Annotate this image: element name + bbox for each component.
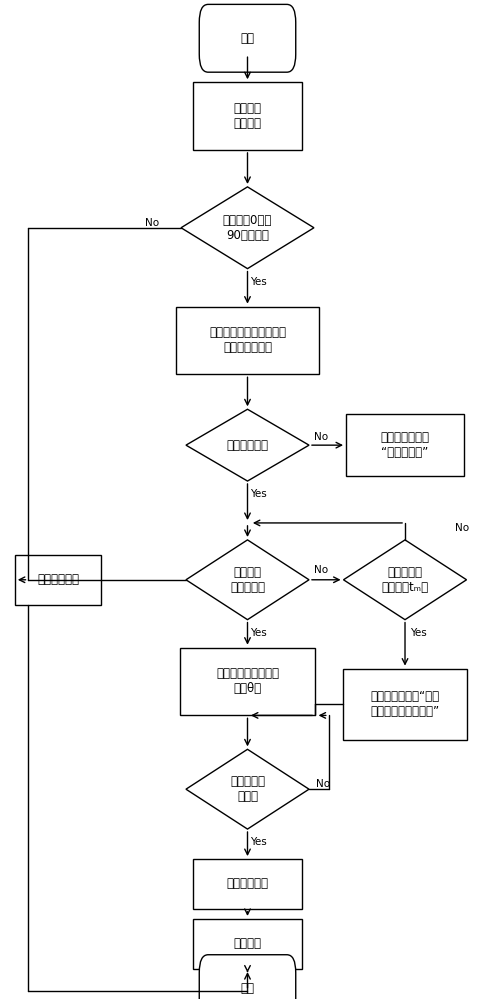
- Text: No: No: [314, 432, 328, 442]
- Text: No: No: [314, 565, 328, 575]
- Bar: [346, 414, 464, 476]
- Text: 停止润滑泵，报
“液位低故障”: 停止润滑泵，报 “液位低故障”: [381, 431, 430, 459]
- Polygon shape: [344, 540, 467, 620]
- Bar: [344, 669, 467, 740]
- Text: Yes: Yes: [250, 277, 267, 287]
- Text: Yes: Yes: [250, 837, 267, 847]
- Bar: [180, 648, 315, 715]
- Bar: [15, 555, 101, 605]
- Text: No: No: [454, 523, 469, 533]
- Text: Yes: Yes: [250, 489, 267, 499]
- Text: 开始: 开始: [241, 32, 254, 45]
- Text: No: No: [145, 218, 159, 228]
- Text: 获取当前
叶片角度: 获取当前 叶片角度: [234, 102, 261, 130]
- Text: 系统达到
喷射压力？: 系统达到 喷射压力？: [230, 566, 265, 594]
- Text: 到达要求的
角度？: 到达要求的 角度？: [230, 775, 265, 803]
- Text: 齿轮喷射润滑: 齿轮喷射润滑: [227, 877, 268, 890]
- Polygon shape: [186, 409, 309, 481]
- Text: 叶片回位: 叶片回位: [234, 937, 261, 950]
- Bar: [176, 307, 319, 374]
- FancyBboxPatch shape: [199, 955, 296, 1000]
- Text: Yes: Yes: [410, 628, 427, 638]
- Polygon shape: [181, 187, 314, 269]
- Text: 停止润滑泵，报“系统
泄漏或压力开关故障”: 停止润滑泵，报“系统 泄漏或压力开关故障”: [370, 690, 440, 718]
- Text: 液位信号正常: 液位信号正常: [227, 439, 268, 452]
- Polygon shape: [186, 540, 309, 620]
- Text: 停止润滑泵，开浆或
收浆θ度: 停止润滑泵，开浆或 收浆θ度: [216, 667, 279, 695]
- Text: 叶片处在0度或
90度位置？: 叶片处在0度或 90度位置？: [223, 214, 272, 242]
- Text: 齿轮喷射润滑: 齿轮喷射润滑: [37, 573, 79, 586]
- Text: 结束: 结束: [241, 982, 254, 995]
- Bar: [194, 919, 301, 969]
- Text: Yes: Yes: [250, 628, 267, 638]
- Bar: [194, 859, 301, 909]
- Polygon shape: [186, 749, 309, 829]
- FancyBboxPatch shape: [199, 4, 296, 72]
- Text: 润滑泵启动
时间超过tₘ？: 润滑泵启动 时间超过tₘ？: [382, 566, 429, 594]
- Text: 启动变浆齿轮润滑泵，并
检测液位信号。: 启动变浆齿轮润滑泵，并 检测液位信号。: [209, 326, 286, 354]
- Text: No: No: [316, 779, 331, 789]
- Bar: [194, 82, 301, 150]
